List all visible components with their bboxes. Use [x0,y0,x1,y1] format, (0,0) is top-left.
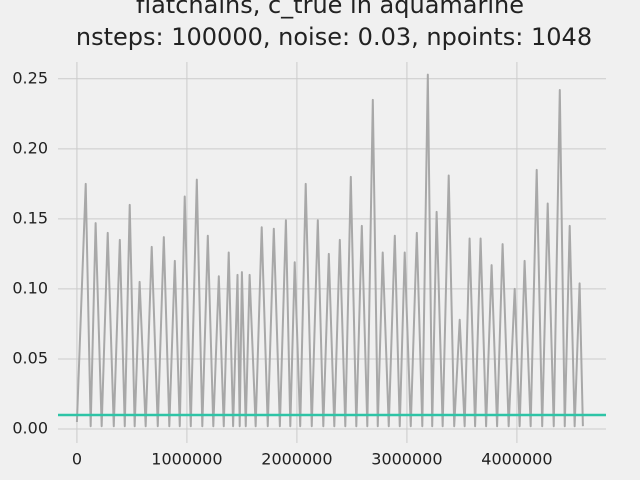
x-tick-label: 1000000 [151,450,222,469]
x-tick-label: 2000000 [261,450,332,469]
y-tick-label: 0.10 [12,278,48,297]
y-tick-label: 0.00 [12,418,48,437]
y-tick-label: 0.20 [12,138,48,157]
y-tick-label: 0.25 [12,68,48,87]
chart-subtitle: nsteps: 100000, noise: 0.03, npoints: 10… [76,23,592,51]
y-tick-label: 0.05 [12,348,48,367]
x-tick-label: 0 [72,450,82,469]
chart-title: flatchains, c_true in aquamarine [136,0,524,19]
x-tick-label: 4000000 [481,450,552,469]
trace-line [75,73,584,428]
y-tick-label: 0.15 [12,208,48,227]
x-tick-label: 3000000 [371,450,442,469]
